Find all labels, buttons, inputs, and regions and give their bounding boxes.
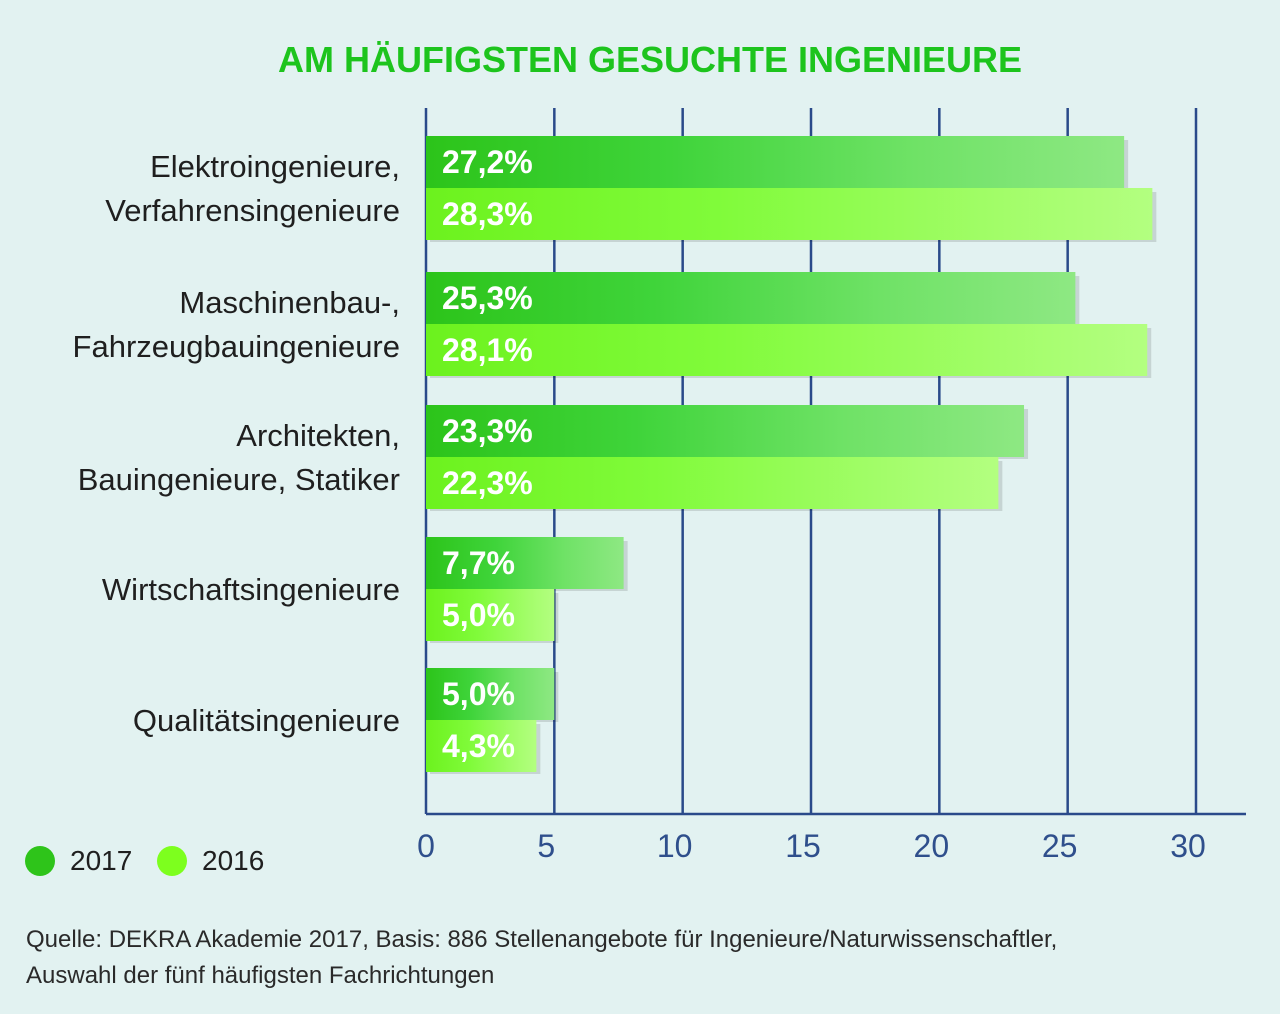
category-label-4-0: Qualitätsingenieure	[133, 703, 400, 738]
x-tick-label-15: 15	[785, 828, 821, 864]
bar-2016-1	[426, 324, 1148, 376]
x-tick-label-0: 0	[417, 828, 435, 864]
legend-marker-2016	[157, 846, 187, 876]
bar-2016-4	[426, 720, 537, 772]
bar-2016-3	[426, 589, 555, 641]
source-line-2: Auswahl der fünf häufigsten Fachrichtung…	[26, 962, 494, 989]
value-label-2016-0: 28,3%	[442, 196, 533, 232]
bar-2016-2	[426, 457, 999, 509]
value-label-2016-4: 4,3%	[442, 728, 515, 764]
category-label-1-1: Fahrzeugbauingenieure	[73, 329, 400, 364]
value-label-2017-1: 25,3%	[442, 280, 533, 316]
bar-2017-3	[426, 537, 624, 589]
value-label-2017-4: 5,0%	[442, 676, 515, 712]
category-label-3-0: Wirtschaftsingenieure	[102, 572, 400, 607]
x-tick-label-20: 20	[914, 828, 950, 864]
legend: 2017 2016	[25, 845, 264, 876]
category-label-1-0: Maschinenbau-,	[179, 285, 400, 320]
bar-2016-0	[426, 188, 1153, 240]
x-tick-labels: 0 5 10 15 20 25 30	[417, 828, 1206, 864]
value-label-2017-3: 7,7%	[442, 545, 515, 581]
value-label-2016-3: 5,0%	[442, 597, 515, 633]
category-label-0-1: Verfahrensingenieure	[105, 193, 400, 228]
category-label-2-0: Architekten,	[236, 418, 400, 453]
bar-2017-1	[426, 272, 1076, 324]
x-tick-label-5: 5	[537, 828, 555, 864]
x-tick-label-10: 10	[657, 828, 693, 864]
category-label-2-1: Bauingenieure, Statiker	[78, 462, 400, 497]
value-label-2016-2: 22,3%	[442, 465, 533, 501]
bars: 27,2% 28,3% 25,3% 28,1% 23,3% 22,3% 7,7% 5,0% 5,…	[426, 136, 1157, 774]
category-label-0-0: Elektroingenieure,	[150, 149, 400, 184]
value-label-2017-0: 27,2%	[442, 144, 533, 180]
bar-2017-0	[426, 136, 1125, 188]
legend-marker-2017	[25, 846, 55, 876]
legend-label-2017: 2017	[70, 845, 132, 876]
source-line-1: Quelle: DEKRA Akademie 2017, Basis: 886 …	[26, 926, 1057, 953]
value-label-2017-2: 23,3%	[442, 413, 533, 449]
bar-2017-4	[426, 668, 555, 720]
value-label-2016-1: 28,1%	[442, 332, 533, 368]
chart-title: AM HÄUFIGSTEN GESUCHTE INGENIEURE	[278, 39, 1022, 80]
x-tick-label-25: 25	[1042, 828, 1078, 864]
x-tick-label-30: 30	[1170, 828, 1206, 864]
category-labels: Elektroingenieure, Verfahrensingenieure Ma…	[73, 149, 400, 738]
bar-2017-2	[426, 405, 1025, 457]
legend-label-2016: 2016	[202, 845, 264, 876]
